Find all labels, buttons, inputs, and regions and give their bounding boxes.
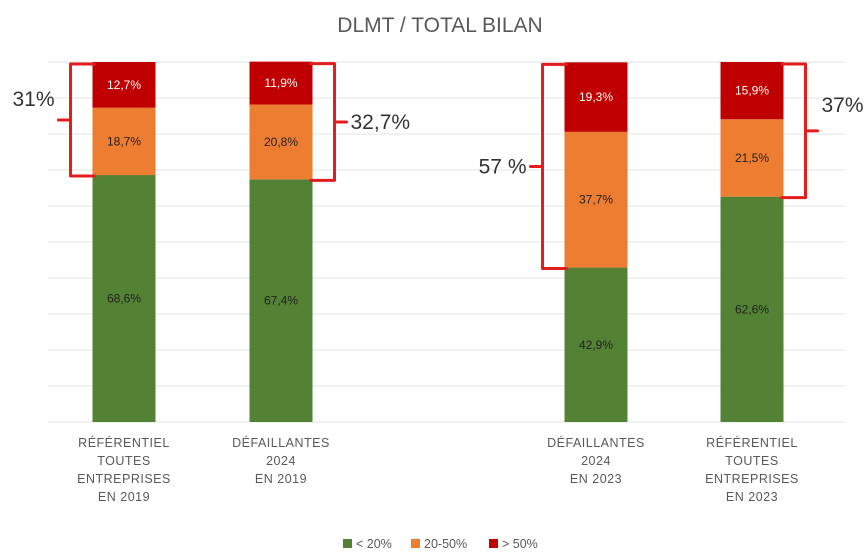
data-label-2-2: 20,8% xyxy=(264,135,298,149)
data-label-1-3: 12,7% xyxy=(107,78,141,92)
bars: 68,6% 18,7% 12,7% 67,4% 20,8% 11,9% 42,9% 37,7%… xyxy=(92,61,784,422)
bracket-label-3: 57 % xyxy=(479,155,527,178)
data-label-1-2: 18,7% xyxy=(107,134,141,148)
bar-segment-1-1 xyxy=(92,175,156,422)
legend-swatch-2 xyxy=(411,539,420,548)
bar-segment-2-3 xyxy=(249,61,313,105)
bar-segment-4-2 xyxy=(720,119,784,197)
bar-segment-3-1 xyxy=(564,267,628,422)
data-label-2-1: 67,4% xyxy=(264,294,298,308)
category-labels: RÉFÉRENTIEL TOUTES ENTREPRISES EN 2019 DÉFAI… xyxy=(77,435,799,504)
bar-segment-4-3 xyxy=(720,62,784,120)
category-label-3-line-3: EN 2023 xyxy=(570,472,622,486)
category-label-3-line-1: DÉFAILLANTES xyxy=(547,435,645,450)
data-label-3-2: 37,7% xyxy=(579,193,613,207)
chart-title: DLMT / TOTAL BILAN xyxy=(337,14,542,37)
category-label-2-line-1: DÉFAILLANTES xyxy=(232,435,330,450)
category-label-4-line-3: ENTREPRISES xyxy=(705,472,799,486)
data-label-3-3: 19,3% xyxy=(579,90,613,104)
bar-segment-1-3 xyxy=(92,62,156,108)
bar-segment-1-2 xyxy=(92,107,156,176)
data-label-3-1: 42,9% xyxy=(579,338,613,352)
gridlines xyxy=(48,61,846,423)
bracket-3 xyxy=(529,62,568,271)
category-label-1-line-3: ENTREPRISES xyxy=(77,472,171,486)
category-label-2-line-3: EN 2019 xyxy=(255,472,307,486)
category-label-1-line-2: TOUTES xyxy=(97,454,150,468)
bar-segment-3-3 xyxy=(564,62,628,132)
data-label-4-1: 62,6% xyxy=(735,302,769,316)
category-label-2-line-2: 2024 xyxy=(266,454,296,468)
category-label-1-line-1: RÉFÉRENTIEL xyxy=(78,435,170,450)
legend-entry-1: < 20% xyxy=(356,537,392,551)
bracket-label-2: 32,7% xyxy=(351,111,411,134)
category-label-4-line-4: EN 2023 xyxy=(726,490,778,504)
bracket-1 xyxy=(57,62,96,178)
bracket-4 xyxy=(780,62,819,200)
legend: < 20% 20-50% > 50% xyxy=(343,537,538,551)
bar-segment-3-2 xyxy=(564,131,628,268)
bracket-label-1: 31% xyxy=(12,88,54,111)
annotation-brackets: 31% 32,7% 57 % 37% xyxy=(12,62,864,271)
legend-swatch-1 xyxy=(343,539,352,548)
data-label-2-3: 11,9% xyxy=(264,76,297,90)
data-label-4-3: 15,9% xyxy=(735,84,769,98)
category-label-4-line-2: TOUTES xyxy=(725,454,778,468)
data-label-1-1: 68,6% xyxy=(107,292,141,306)
bracket-2 xyxy=(309,62,348,182)
data-label-4-2: 21,5% xyxy=(735,151,769,165)
bar-segment-4-1 xyxy=(720,196,784,422)
legend-entry-3: > 50% xyxy=(502,537,538,551)
bracket-label-4: 37% xyxy=(822,94,864,117)
bar-segment-2-2 xyxy=(249,104,313,180)
legend-swatch-3 xyxy=(489,539,498,548)
category-label-1-line-4: EN 2019 xyxy=(98,490,150,504)
bar-segment-2-1 xyxy=(249,179,313,422)
category-label-3-line-2: 2024 xyxy=(581,454,611,468)
category-label-4-line-1: RÉFÉRENTIEL xyxy=(706,435,798,450)
legend-entry-2: 20-50% xyxy=(424,537,467,551)
